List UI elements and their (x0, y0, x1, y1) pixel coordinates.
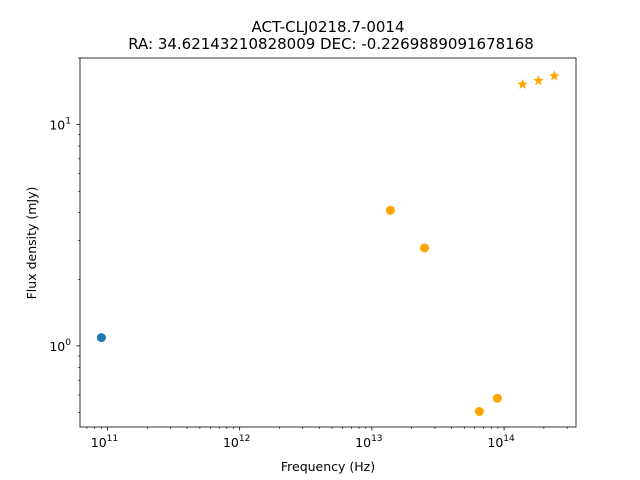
x-tick-label: 1014 (487, 434, 515, 450)
circle-data-point (492, 393, 502, 403)
star-data-point (517, 78, 528, 89)
circle-data-point (419, 243, 429, 253)
star-data-point (549, 70, 560, 81)
plot-frame (79, 57, 577, 428)
x-axis-label: Frequency (Hz) (281, 459, 375, 474)
circle-data-point (474, 407, 484, 417)
y-tick-label: 100 (49, 338, 71, 354)
y-axis-label: Flux density (mJy) (24, 187, 39, 300)
y-tick-label: 101 (49, 117, 71, 133)
star-data-point (533, 75, 544, 86)
chart-title: ACT-CLJ0218.7-0014 (252, 18, 405, 36)
x-tick-label: 1013 (355, 434, 382, 450)
chart-subtitle: RA: 34.62143210828009 DEC: -0.2269889091… (128, 35, 534, 53)
plot-area: 1011 1012 1013 1014 100 101 (49, 57, 577, 450)
x-tick-label: 1011 (91, 434, 118, 450)
x-tick-label: 1012 (223, 434, 250, 450)
circle-data-point (96, 333, 106, 343)
circle-data-point (385, 205, 395, 215)
